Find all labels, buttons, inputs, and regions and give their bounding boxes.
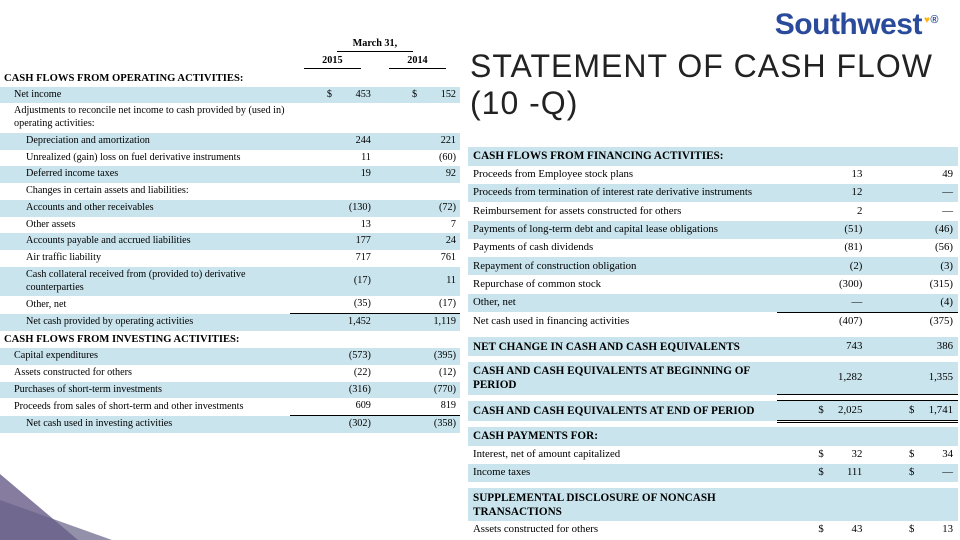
table-row: Accounts payable and accrued liabilities…: [0, 233, 460, 250]
year-col-1: 2014: [389, 55, 445, 69]
table-row: Repayment of construction obligation(2)(…: [468, 257, 958, 275]
registered-icon: ®: [930, 14, 938, 26]
table-row: Other assets137: [0, 217, 460, 234]
header-date-row: March 31,: [0, 36, 460, 53]
header-date: March 31,: [337, 38, 414, 52]
table-row: Payments of cash dividends(81)(56): [468, 239, 958, 257]
table-row: Interest, net of amount capitalized$32$3…: [468, 446, 958, 464]
table-row: Assets constructed for others$43$13: [468, 521, 958, 539]
brand-logo: Southwest♥®: [775, 8, 938, 42]
right-cashflow-table: CASH FLOWS FROM FINANCING ACTIVITIES:Pro…: [468, 147, 958, 539]
table-row: Changes in certain assets and liabilitie…: [0, 183, 460, 200]
corner-decoration: [0, 474, 78, 540]
table-row: Proceeds from termination of interest ra…: [468, 184, 958, 202]
table-row: Proceeds from Employee stock plans1349: [468, 166, 958, 184]
section-header: CASH FLOWS FROM FINANCING ACTIVITIES:: [468, 147, 958, 166]
heart-icon: ♥: [924, 15, 929, 26]
table-row: Unrealized (gain) loss on fuel derivativ…: [0, 150, 460, 167]
section-header: CASH AND CASH EQUIVALENTS AT END OF PERI…: [468, 401, 958, 421]
table-row: Assets constructed for others(22)(12): [0, 365, 460, 382]
year-col-0: 2015: [304, 55, 360, 69]
table-row: Other, net—(4): [468, 294, 958, 313]
table-row: Cash collateral received from (provided …: [0, 267, 460, 297]
section-header: CASH FLOWS FROM OPERATING ACTIVITIES:: [0, 70, 460, 87]
left-cashflow-table: March 31, 2015 2014 CASH FLOWS FROM OPER…: [0, 36, 460, 433]
header-years-row: 2015 2014: [0, 53, 460, 70]
page-title: STATEMENT OF CASH FLOW (10 -Q): [470, 48, 960, 122]
table-row: Net cash provided by operating activitie…: [0, 314, 460, 331]
table-row: Capital expenditures(573)(395): [0, 348, 460, 365]
section-header: CASH FLOWS FROM INVESTING ACTIVITIES:: [0, 331, 460, 348]
table-row: Depreciation and amortization244221: [0, 133, 460, 150]
table-row: Net income$453$152: [0, 87, 460, 104]
table-row: Purchases of short-term investments(316)…: [0, 382, 460, 399]
table-row: Other, net(35)(17): [0, 296, 460, 313]
table-row: Repurchase of common stock(300)(315): [468, 275, 958, 293]
table-row: Payments of long-term debt and capital l…: [468, 221, 958, 239]
section-header: NET CHANGE IN CASH AND CASH EQUIVALENTS7…: [468, 337, 958, 356]
section-header: CASH PAYMENTS FOR:: [468, 427, 958, 446]
table-row: Proceeds from sales of short-term and ot…: [0, 398, 460, 415]
table-row: Reimbursement for assets constructed for…: [468, 202, 958, 220]
table-row: Adjustments to reconcile net income to c…: [0, 103, 460, 133]
table-row: Net cash used in investing activities(30…: [0, 416, 460, 433]
section-header: CASH AND CASH EQUIVALENTS AT BEGINNING O…: [468, 362, 958, 395]
table-row: Income taxes$111$—: [468, 464, 958, 482]
table-row: Net cash used in financing activities(40…: [468, 312, 958, 331]
section-header: SUPPLEMENTAL DISCLOSURE OF NONCASH TRANS…: [468, 488, 958, 521]
table-row: Air traffic liability717761: [0, 250, 460, 267]
brand-name: Southwest: [775, 8, 922, 41]
table-row: Accounts and other receivables(130)(72): [0, 200, 460, 217]
table-row: Deferred income taxes1992: [0, 166, 460, 183]
